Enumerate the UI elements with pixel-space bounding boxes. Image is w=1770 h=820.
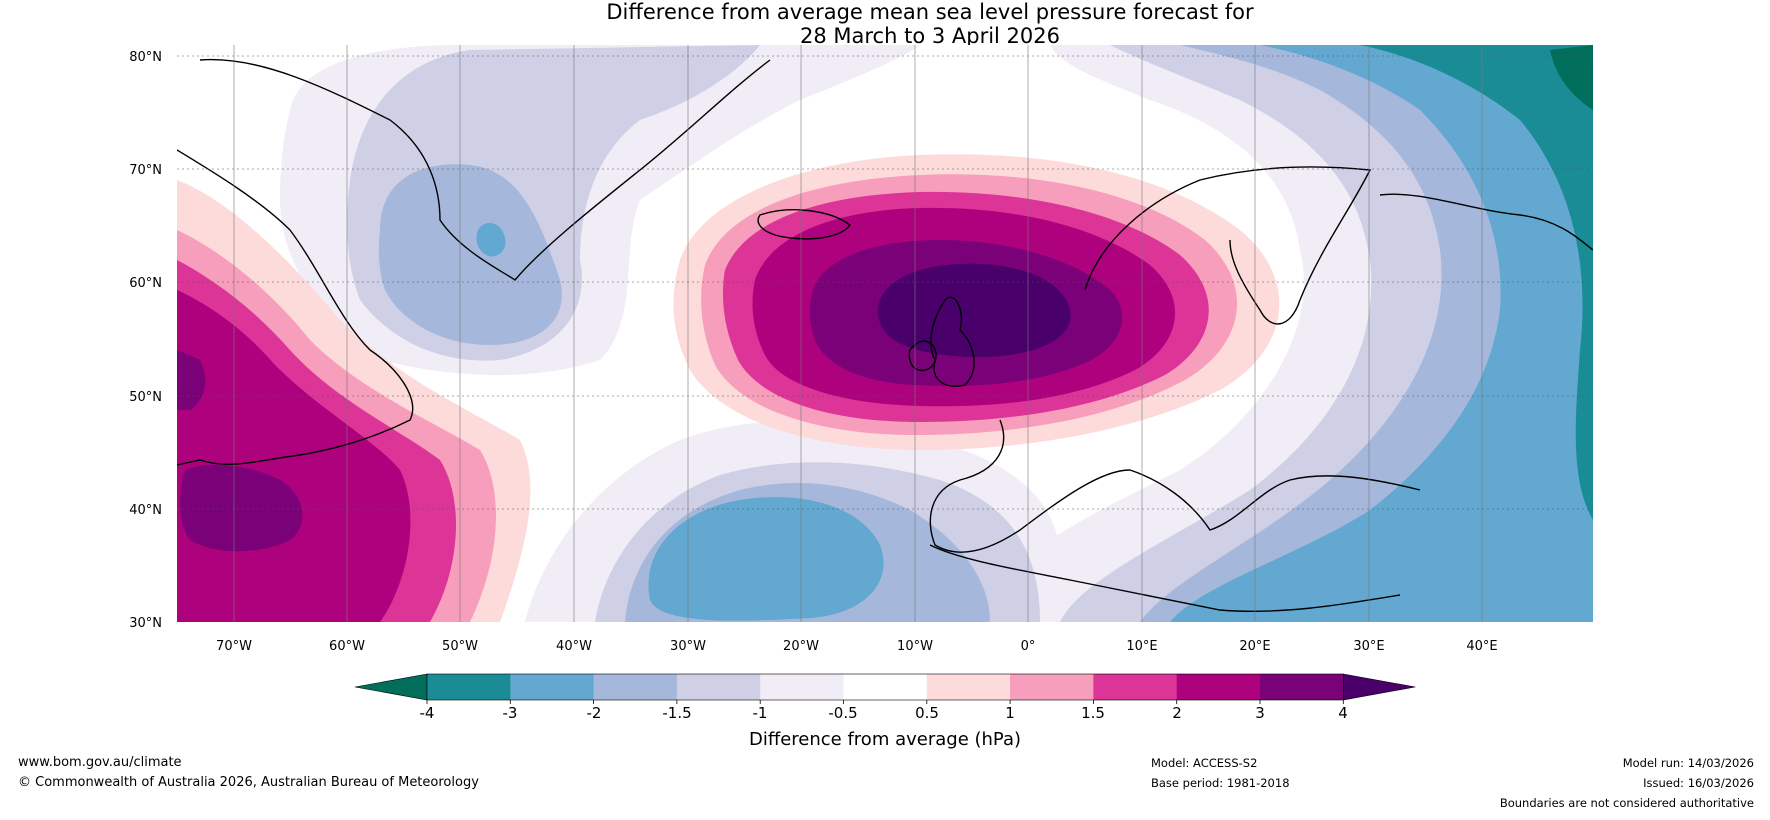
coastline-iceland — [757, 209, 851, 240]
lat-label-80: 80°N — [129, 50, 162, 65]
contour-greenland-minus-1.5 — [378, 164, 562, 345]
colorbar-tick-1: -3 — [503, 704, 518, 722]
footer-base-period: Base period: 1981-2018 — [1151, 776, 1290, 790]
coastline-north-america — [177, 149, 414, 466]
lon-label-60w: 60°W — [329, 639, 365, 654]
colorbar-segment — [760, 674, 844, 700]
contour-east-minus-3 — [1360, 45, 1593, 520]
lat-label-40: 40°N — [129, 503, 162, 518]
colorbar-tick-7: 1 — [1005, 704, 1015, 722]
lon-label-70w: 70°W — [216, 639, 252, 654]
pressure-anomaly-field — [177, 45, 1593, 622]
lon-label-30e: 30°E — [1353, 639, 1384, 654]
colorbar-segment — [593, 674, 678, 700]
colorbar-tick-5: -0.5 — [828, 704, 857, 722]
colorbar-outline — [426, 673, 1344, 701]
footer-model-run: Model run: 14/03/2026 — [1622, 756, 1754, 770]
contour-sw-minus-2 — [648, 497, 884, 621]
colorbar-segment — [1093, 674, 1178, 700]
lat-label-30: 30°N — [129, 616, 162, 631]
colorbar-tick-6: 0.5 — [915, 704, 939, 722]
contour-west-3b — [177, 350, 206, 410]
contour-high-4 — [878, 263, 1071, 358]
lon-label-10e: 10°E — [1126, 639, 1157, 654]
footer-disclaimer: Boundaries are not considered authoritat… — [1499, 796, 1754, 810]
lon-label-20w: 20°W — [783, 639, 819, 654]
lon-label-10w: 10°W — [897, 639, 933, 654]
lat-label-70: 70°N — [129, 163, 162, 178]
colorbar-tick-9: 2 — [1172, 704, 1182, 722]
meridians — [233, 45, 1483, 622]
footer-issued: Issued: 16/03/2026 — [1643, 776, 1754, 790]
lon-label-20e: 20°E — [1239, 639, 1270, 654]
map-title: Difference from average mean sea level p… — [0, 0, 1770, 48]
contour-east-minus-4 — [1550, 45, 1593, 110]
title-line-2: 28 March to 3 April 2026 — [800, 24, 1060, 48]
lon-label-40e: 40°E — [1466, 639, 1497, 654]
colorbar-segment — [510, 674, 595, 700]
contour-greenland-minus-2 — [476, 223, 506, 257]
colorbar-tick-10: 3 — [1255, 704, 1265, 722]
lon-label-0: 0° — [1021, 639, 1036, 654]
colorbar-tick-labels: -4 -3 -2 -1.5 -1 -0.5 0.5 1 1.5 2 3 4 — [420, 704, 1348, 722]
colorbar-tick-0: -4 — [420, 704, 435, 722]
lon-label-40w: 40°W — [556, 639, 592, 654]
colorbar-segment — [676, 674, 761, 700]
lon-label-50w: 50°W — [442, 639, 478, 654]
footer-website: www.bom.gov.au/climate — [18, 755, 182, 770]
coastline-north-africa — [929, 544, 1401, 612]
lon-label-30w: 30°W — [670, 639, 706, 654]
coastline-europe — [929, 419, 1421, 553]
footer-model: Model: ACCESS-S2 — [1151, 756, 1258, 770]
colorbar-tick-8: 1.5 — [1081, 704, 1105, 722]
colorbar-segment — [1260, 674, 1344, 700]
lat-label-50: 50°N — [129, 390, 162, 405]
colorbar-segment — [1010, 674, 1094, 700]
latitude-labels: 80°N 70°N 60°N 50°N 40°N 30°N — [129, 50, 162, 631]
colorbar-title: Difference from average (hPa) — [749, 729, 1021, 750]
coastline-uk — [930, 296, 975, 387]
colorbar-tick-11: 4 — [1338, 704, 1348, 722]
title-line-1: Difference from average mean sea level p… — [606, 0, 1254, 24]
colorbar-tick-2: -2 — [587, 704, 602, 722]
colorbar-segment — [427, 674, 511, 700]
coastline-russia-arctic — [1379, 193, 1593, 251]
longitude-labels: 70°W 60°W 50°W 40°W 30°W 20°W 10°W 0° 10… — [216, 639, 1498, 654]
coastlines — [177, 58, 1593, 612]
colorbar-arrow-low — [354, 673, 428, 701]
colorbar-segment — [1176, 674, 1261, 700]
coastline-greenland — [199, 58, 771, 281]
gridlines — [177, 55, 1593, 510]
coastline-scandinavia — [1084, 166, 1372, 325]
colorbar-tick-3: -1.5 — [662, 704, 691, 722]
colorbar-segment — [926, 674, 1011, 700]
coastline-ireland — [908, 340, 937, 372]
contour-west-3 — [180, 464, 303, 552]
colorbar-segment — [843, 674, 928, 700]
lat-label-60: 60°N — [129, 276, 162, 291]
contour-east-minus-2 — [1170, 45, 1593, 622]
colorbar — [354, 673, 1416, 704]
colorbar-tick-4: -1 — [753, 704, 768, 722]
footer-copyright: © Commonwealth of Australia 2026, Austra… — [18, 775, 479, 790]
colorbar-arrow-high — [1343, 673, 1416, 701]
